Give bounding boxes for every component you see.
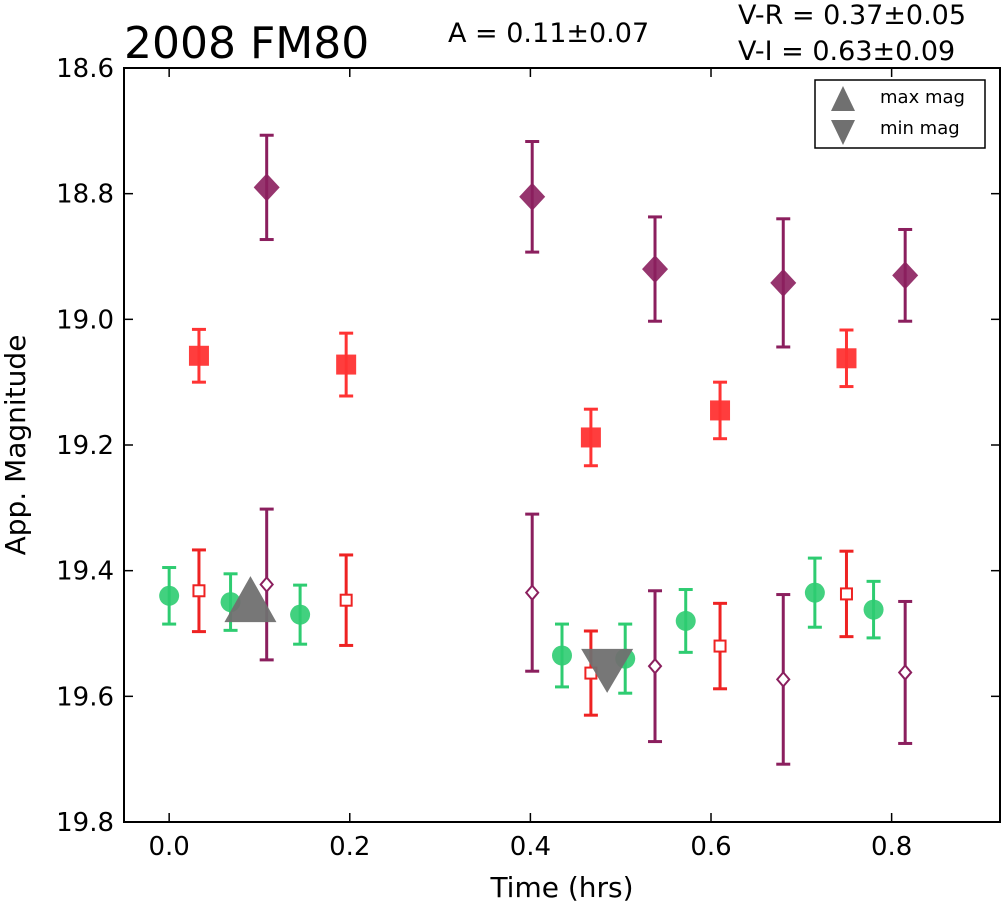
open-diamond-data-point <box>647 657 663 675</box>
open-square-data-point <box>839 587 853 601</box>
y-tick-label: 19.6 <box>56 682 114 712</box>
square-data-point <box>836 348 857 369</box>
open-square-data-point <box>713 639 727 653</box>
circle-data-point <box>804 582 825 603</box>
data-marks <box>159 133 919 766</box>
v-r-color-annotation: V-R = 0.37±0.05 <box>738 0 966 31</box>
x-tick-label: 0.2 <box>329 832 370 862</box>
diamond-data-point <box>770 268 797 297</box>
y-axis-label: App. Magnitude <box>0 335 32 556</box>
axis-ticks: 0.0 0.2 0.4 0.6 0.8 18.6 18.8 19.0 19.2 19.4 19.6 1… <box>56 54 1000 862</box>
diamond-data-point <box>892 261 919 290</box>
circle-data-point <box>290 604 311 625</box>
x-tick-label: 0.4 <box>510 832 551 862</box>
diamond-data-point <box>253 173 280 202</box>
chart-title: 2008 FM80 <box>124 18 369 69</box>
circle-data-point <box>552 645 572 666</box>
x-axis-label: Time (hrs) <box>489 871 633 904</box>
diamond-data-point <box>519 182 546 211</box>
v-i-color-annotation: V-I = 0.63±0.09 <box>738 36 955 67</box>
legend-max-mag-triangle-up-icon <box>831 86 855 111</box>
max-mag-triangle-up-icon <box>224 576 277 623</box>
open-diamond-data-point <box>775 670 791 688</box>
x-tick-label: 0.0 <box>148 832 189 862</box>
open-square-data-point <box>192 584 206 598</box>
circle-data-point <box>159 585 180 606</box>
amplitude-annotation: A = 0.11±0.07 <box>448 18 649 49</box>
square-data-point <box>188 345 209 366</box>
open-square-data-point <box>339 593 353 607</box>
square-data-point <box>580 427 601 448</box>
x-tick-label: 0.8 <box>871 832 912 862</box>
legend: max mag min mag <box>814 79 986 149</box>
legend-label-max-mag: max mag <box>880 87 965 108</box>
y-tick-label: 19.8 <box>56 808 114 838</box>
plot-frame <box>123 67 1001 823</box>
square-data-point <box>336 354 357 375</box>
diamond-data-point <box>642 255 669 284</box>
y-tick-label: 18.6 <box>56 54 114 84</box>
y-tick-label: 19.0 <box>56 305 114 335</box>
legend-min-mag-triangle-down-icon <box>831 120 855 145</box>
open-diamond-data-point <box>259 575 275 594</box>
circle-data-point <box>863 599 884 620</box>
circle-data-point <box>675 610 696 631</box>
open-diamond-data-point <box>524 584 540 602</box>
open-diamond-data-point <box>897 663 913 681</box>
min-mag-triangle-down-icon <box>581 648 634 693</box>
y-tick-label: 19.4 <box>56 557 114 587</box>
x-tick-label: 0.6 <box>690 832 731 862</box>
y-tick-label: 18.8 <box>56 180 114 210</box>
square-data-point <box>710 400 731 421</box>
y-tick-label: 19.2 <box>56 431 114 461</box>
legend-label-min-mag: min mag <box>880 118 960 139</box>
